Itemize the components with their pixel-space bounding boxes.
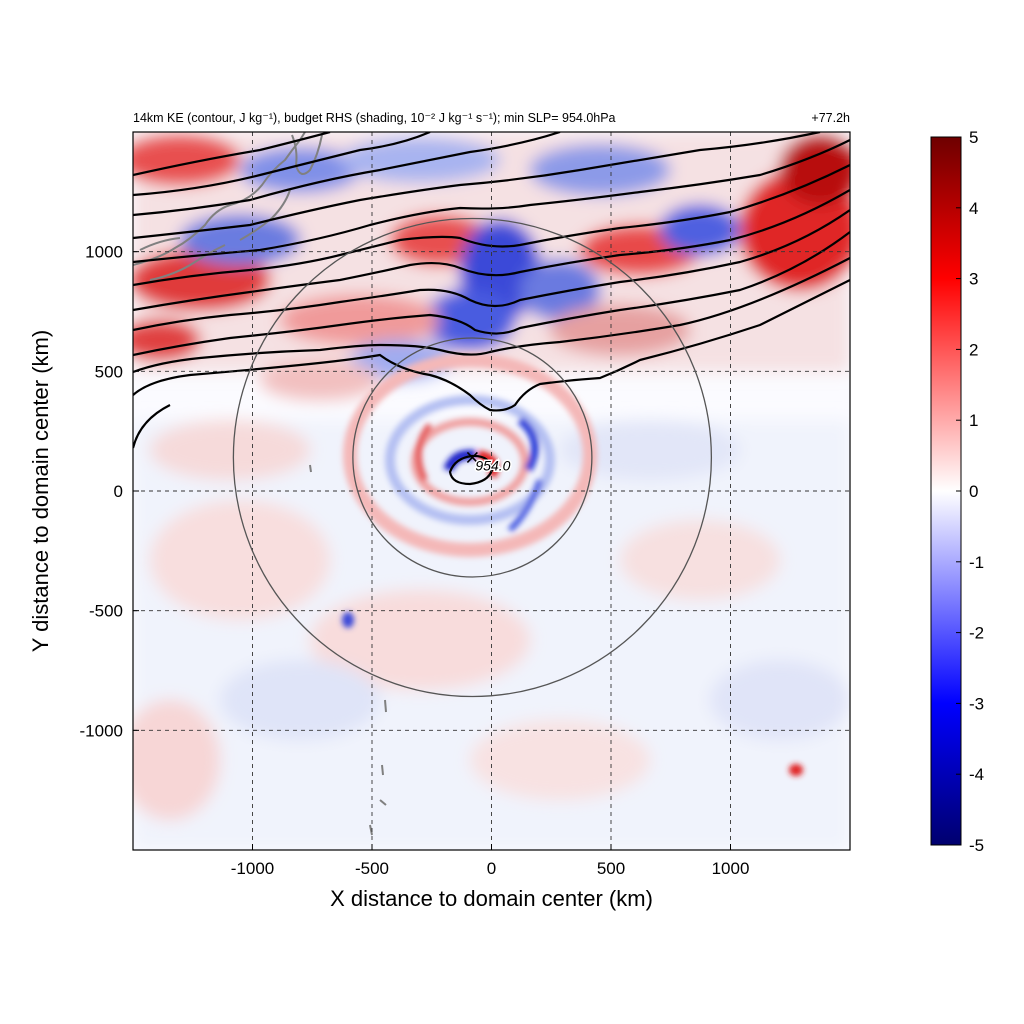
colorbar-tick-label: 0 — [969, 482, 978, 501]
y-tick-label: 0 — [114, 482, 123, 501]
y-axis-label: Y distance to domain center (km) — [28, 330, 53, 652]
colorbar-ticks: 5 4 3 2 1 0 -1 -2 -3 -4 -5 — [956, 128, 984, 855]
y-tick-label: 500 — [95, 362, 123, 381]
plot-area: 954.0 — [133, 132, 850, 850]
y-tick-label: 1000 — [85, 243, 123, 262]
x-tick-label: -500 — [355, 859, 389, 878]
x-axis-label: X distance to domain center (km) — [330, 886, 653, 911]
x-tick-label: -1000 — [231, 859, 274, 878]
forecast-time-label: +77.2h — [811, 111, 850, 125]
colorbar: 5 4 3 2 1 0 -1 -2 -3 -4 -5 — [930, 128, 984, 855]
colorbar-tick-label: -2 — [969, 624, 984, 643]
colorbar-tick-label: -5 — [969, 836, 984, 855]
y-axis: -1000 -500 0 500 1000 — [80, 243, 139, 740]
storm-center-label: 954.0 — [475, 457, 510, 473]
y-tick-label: -500 — [89, 602, 123, 621]
chart-title: 14km KE (contour, J kg⁻¹), budget RHS (s… — [133, 111, 616, 125]
colorbar-tick-label: 5 — [969, 128, 978, 147]
colorbar-tick-label: 2 — [969, 340, 978, 359]
x-axis: -1000 -500 0 500 1000 — [231, 844, 750, 878]
colorbar-tick-label: 1 — [969, 411, 978, 430]
storm-center: 954.0 — [466, 451, 512, 475]
x-mark-icon — [466, 451, 478, 464]
x-tick-label: 0 — [487, 859, 496, 878]
range-circle — [232, 217, 713, 698]
range-circle — [352, 337, 593, 578]
colorbar-tick-label: -1 — [969, 553, 984, 572]
colorbar-tick-label: 4 — [969, 199, 978, 218]
colorbar-tick-label: -4 — [969, 765, 984, 784]
range-circles — [232, 217, 713, 698]
x-tick-label: 500 — [597, 859, 625, 878]
colorbar-tick-label: 3 — [969, 270, 978, 289]
y-tick-label: -1000 — [80, 721, 123, 740]
colorbar-tick-label: -3 — [969, 694, 984, 713]
ke-contours — [133, 132, 850, 486]
coastline — [133, 132, 387, 836]
x-tick-label: 1000 — [712, 859, 750, 878]
